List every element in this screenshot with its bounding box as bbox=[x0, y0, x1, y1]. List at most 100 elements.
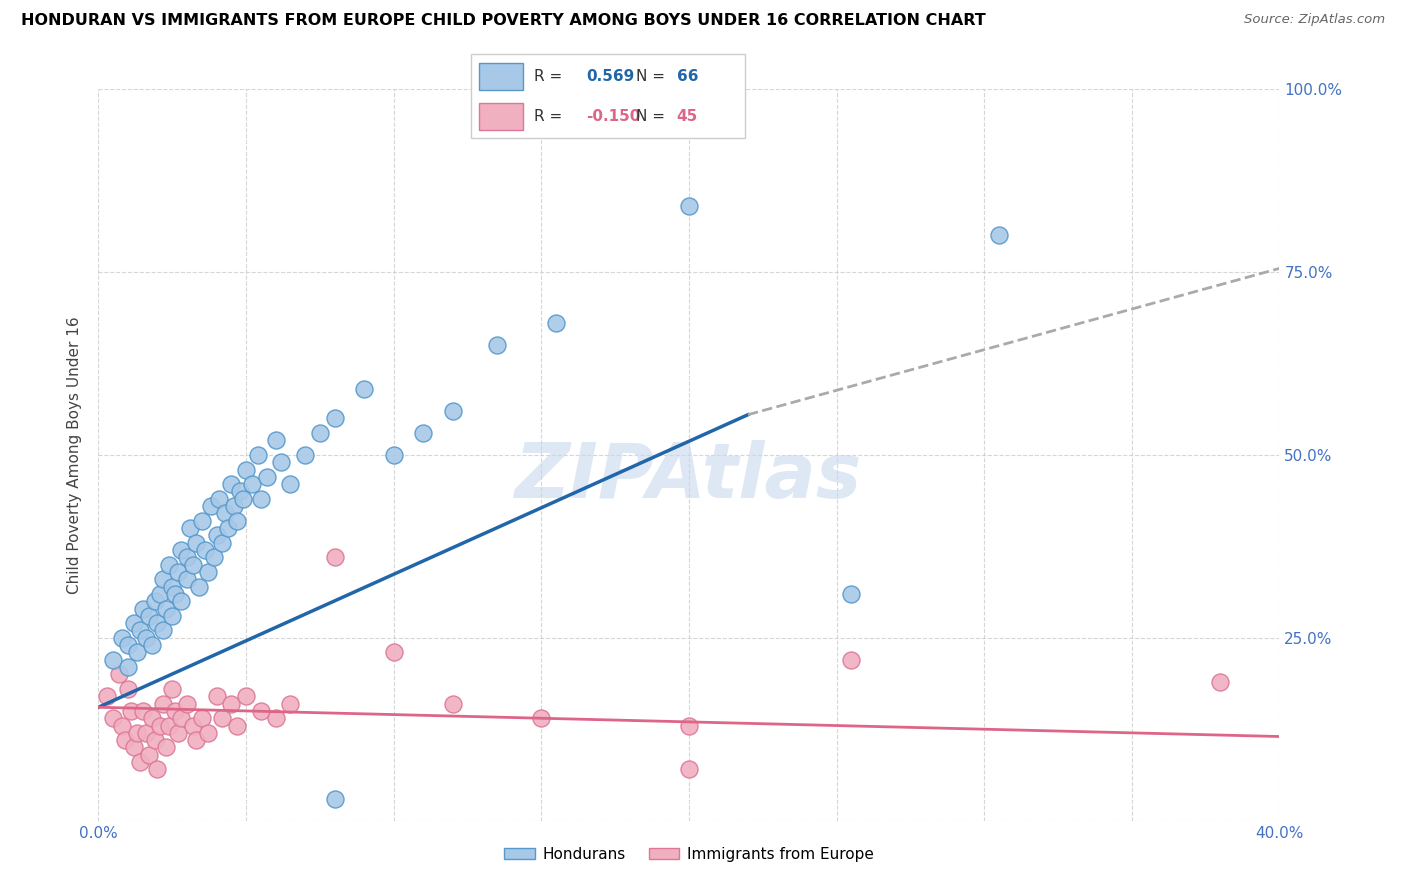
Point bbox=[841, 653, 863, 667]
Point bbox=[232, 491, 254, 506]
Point bbox=[152, 697, 174, 711]
Point bbox=[165, 587, 187, 601]
Point bbox=[323, 550, 346, 565]
Point bbox=[184, 535, 207, 549]
Point bbox=[278, 697, 302, 711]
Point bbox=[382, 448, 405, 462]
Point bbox=[235, 462, 257, 476]
Point bbox=[128, 624, 150, 638]
Point bbox=[103, 711, 125, 725]
Y-axis label: Child Poverty Among Boys Under 16: Child Poverty Among Boys Under 16 bbox=[67, 316, 83, 594]
Point bbox=[841, 587, 863, 601]
Point bbox=[309, 425, 332, 440]
Text: R =: R = bbox=[534, 69, 562, 84]
Point bbox=[181, 718, 204, 732]
Point bbox=[205, 690, 228, 704]
Point bbox=[143, 594, 166, 608]
Point bbox=[211, 711, 233, 725]
Legend: Hondurans, Immigrants from Europe: Hondurans, Immigrants from Europe bbox=[498, 840, 880, 868]
Point bbox=[546, 316, 568, 330]
Text: ZIPAtlas: ZIPAtlas bbox=[515, 440, 863, 514]
Point bbox=[219, 697, 242, 711]
Point bbox=[132, 704, 155, 718]
Point bbox=[96, 690, 118, 704]
Point bbox=[353, 382, 375, 396]
Text: -0.150: -0.150 bbox=[586, 109, 641, 124]
Point bbox=[135, 726, 157, 740]
Point bbox=[176, 550, 198, 565]
Point bbox=[246, 448, 269, 462]
Point bbox=[138, 747, 160, 762]
Point bbox=[235, 690, 257, 704]
Point bbox=[103, 653, 125, 667]
Point bbox=[987, 228, 1010, 243]
Point bbox=[441, 404, 464, 418]
Point bbox=[125, 726, 148, 740]
Text: R =: R = bbox=[534, 109, 562, 124]
Point bbox=[226, 718, 249, 732]
Point bbox=[125, 645, 148, 659]
Point bbox=[176, 572, 198, 586]
Point bbox=[194, 543, 217, 558]
Point bbox=[152, 572, 174, 586]
Point bbox=[162, 681, 183, 696]
Point bbox=[229, 484, 252, 499]
Point bbox=[114, 733, 136, 747]
Point bbox=[120, 704, 142, 718]
Point bbox=[143, 733, 166, 747]
Point bbox=[117, 638, 139, 652]
Point bbox=[155, 740, 177, 755]
Point bbox=[270, 455, 292, 469]
Point bbox=[197, 726, 219, 740]
Point bbox=[152, 624, 174, 638]
Point bbox=[217, 521, 239, 535]
Point bbox=[176, 697, 198, 711]
Point bbox=[149, 587, 172, 601]
Point bbox=[486, 338, 509, 352]
Point bbox=[111, 631, 134, 645]
FancyBboxPatch shape bbox=[471, 54, 745, 138]
Point bbox=[1209, 674, 1232, 689]
Point bbox=[122, 616, 145, 631]
Point bbox=[146, 763, 169, 777]
Point bbox=[117, 660, 139, 674]
Text: 45: 45 bbox=[676, 109, 697, 124]
Point bbox=[202, 550, 225, 565]
Point bbox=[214, 507, 236, 521]
Point bbox=[170, 594, 193, 608]
Point bbox=[250, 491, 273, 506]
Point bbox=[181, 558, 204, 572]
Text: 0.569: 0.569 bbox=[586, 69, 634, 84]
Point bbox=[155, 601, 177, 615]
Point bbox=[264, 711, 287, 725]
Point bbox=[162, 580, 183, 594]
Point bbox=[157, 718, 180, 732]
Point bbox=[162, 608, 183, 623]
Point bbox=[170, 711, 193, 725]
Point bbox=[264, 434, 287, 448]
FancyBboxPatch shape bbox=[479, 62, 523, 90]
Point bbox=[256, 470, 278, 484]
Point bbox=[678, 763, 700, 777]
Point bbox=[187, 580, 209, 594]
Point bbox=[108, 667, 131, 681]
Point bbox=[117, 681, 139, 696]
Point bbox=[678, 199, 700, 213]
Point bbox=[141, 638, 163, 652]
Point bbox=[219, 477, 242, 491]
Point bbox=[146, 616, 169, 631]
Text: Source: ZipAtlas.com: Source: ZipAtlas.com bbox=[1244, 13, 1385, 27]
Point bbox=[226, 514, 249, 528]
Point bbox=[132, 601, 155, 615]
Point bbox=[191, 514, 214, 528]
Point bbox=[167, 726, 190, 740]
Point bbox=[138, 608, 160, 623]
Point bbox=[208, 491, 231, 506]
FancyBboxPatch shape bbox=[479, 103, 523, 130]
Point bbox=[197, 565, 219, 579]
Point bbox=[128, 755, 150, 769]
Point bbox=[294, 448, 316, 462]
Point bbox=[240, 477, 263, 491]
Point bbox=[412, 425, 434, 440]
Text: N =: N = bbox=[636, 69, 665, 84]
